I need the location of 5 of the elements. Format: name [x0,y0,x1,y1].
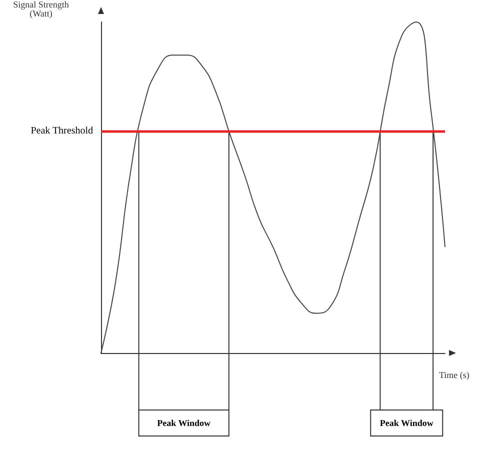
text: Peak Window [157,418,212,428]
text: Peak Window [380,418,434,428]
ref-line-label: Peak Threshold [30,126,93,137]
x-axis-title: Time (s) [439,370,470,380]
y-axis-title: Signal Strength (Watt) [13,0,70,18]
